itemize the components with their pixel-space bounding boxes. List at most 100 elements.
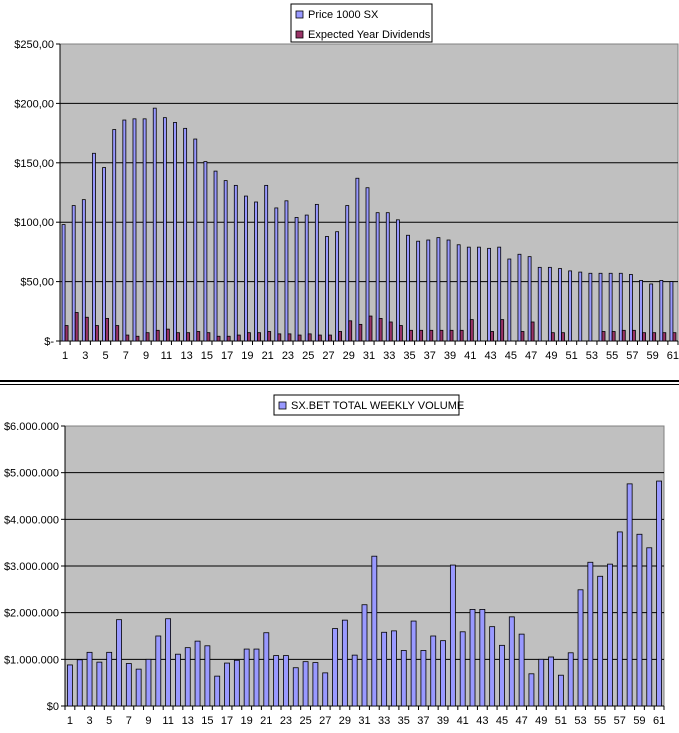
bar-sx-bet-total-weekly-volume-56 (607, 563, 613, 707)
bar-expected-year-dividends-26 (317, 334, 322, 342)
price-dividends-chart: $-$50,00$100,00$150,00$200,00$250,001 3 5 7… (14, 3, 679, 362)
bar-price-1000-sx-51 (568, 270, 573, 342)
bar-sx-bet-total-weekly-volume-51 (557, 674, 564, 707)
y-tick-label: $6.000.000 (4, 421, 59, 433)
bar-sx-bet-total-weekly-volume-33 (381, 631, 388, 707)
y-tick-label: $0 (47, 701, 59, 713)
bar-expected-year-dividends-58 (642, 332, 646, 342)
bar-expected-year-dividends-33 (388, 321, 393, 342)
bar-expected-year-dividends-37 (429, 329, 434, 342)
x-tick-label: 49 (535, 715, 547, 727)
x-tick-label: 55 (606, 350, 618, 362)
bar-expected-year-dividends-35 (409, 329, 413, 342)
x-tick-label: 45 (496, 715, 508, 727)
bar-price-1000-sx-45 (507, 258, 512, 342)
bar-expected-year-dividends-40 (459, 329, 464, 342)
bar-expected-year-dividends-59 (652, 332, 657, 342)
bar-sx-bet-total-weekly-volume-9 (145, 658, 152, 707)
bar-sx-bet-total-weekly-volume-49 (538, 658, 545, 707)
bar-sx-bet-total-weekly-volume-15 (204, 645, 211, 707)
bar-expected-year-dividends-12 (176, 332, 180, 342)
chart-divider (0, 384, 679, 385)
bar-sx-bet-total-weekly-volume-59 (636, 533, 643, 707)
bar-price-1000-sx-47 (527, 256, 532, 342)
bar-price-1000-sx-33 (385, 212, 390, 342)
bar-sx-bet-total-weekly-volume-41 (459, 631, 466, 707)
bar-sx-bet-total-weekly-volume-53 (577, 589, 584, 707)
x-tick-label: 61 (667, 350, 679, 362)
bar-price-1000-sx-49 (547, 266, 552, 342)
bar-sx-bet-total-weekly-volume-8 (135, 668, 142, 707)
x-tick-label: 5 (106, 715, 112, 727)
y-tick-label: $- (44, 336, 54, 348)
bar-sx-bet-total-weekly-volume-39 (440, 640, 446, 707)
bar-price-1000-sx-6 (112, 129, 117, 342)
bar-price-1000-sx-8 (132, 118, 137, 342)
bar-sx-bet-total-weekly-volume-18 (233, 659, 240, 707)
bar-sx-bet-total-weekly-volume-57 (616, 531, 623, 707)
bar-sx-bet-total-weekly-volume-24 (292, 667, 299, 707)
legend: Price 1000 SX Expected Year Dividends (290, 3, 433, 43)
bar-sx-bet-total-weekly-volume-28 (332, 628, 338, 707)
bar-price-1000-sx-2 (71, 205, 76, 342)
bar-expected-year-dividends-20 (257, 332, 261, 342)
bar-expected-year-dividends-16 (216, 335, 221, 342)
bar-price-1000-sx-13 (183, 127, 188, 342)
y-tick-label: $100,00 (14, 217, 54, 229)
bar-sx-bet-total-weekly-volume-12 (175, 653, 181, 707)
bar-price-1000-sx-35 (406, 234, 410, 342)
bar-sx-bet-total-weekly-volume-29 (341, 619, 348, 707)
legend-label: SX.BET TOTAL WEEKLY VOLUME (291, 400, 464, 412)
legend-swatch (278, 401, 287, 410)
bar-expected-year-dividends-9 (145, 332, 150, 342)
bar-expected-year-dividends-54 (601, 331, 606, 342)
bar-sx-bet-total-weekly-volume-45 (499, 644, 505, 707)
bar-expected-year-dividends-43 (490, 331, 494, 342)
y-tick-label: $2.000.000 (4, 608, 59, 620)
bar-price-1000-sx-44 (497, 246, 502, 342)
bar-sx-bet-total-weekly-volume-27 (322, 672, 329, 707)
bar-sx-bet-total-weekly-volume-32 (371, 555, 378, 707)
bar-expected-year-dividends-61 (672, 332, 677, 342)
x-tick-label: 41 (464, 350, 476, 362)
bar-price-1000-sx-14 (193, 138, 198, 342)
bar-sx-bet-total-weekly-volume-16 (214, 675, 221, 707)
bar-price-1000-sx-15 (203, 161, 208, 342)
bar-price-1000-sx-9 (142, 118, 147, 342)
bar-expected-year-dividends-39 (449, 329, 454, 342)
bar-expected-year-dividends-34 (398, 325, 403, 342)
bar-sx-bet-total-weekly-volume-20 (253, 648, 260, 707)
x-tick-label: 1 (62, 350, 68, 362)
bar-price-1000-sx-34 (395, 219, 400, 342)
bar-sx-bet-total-weekly-volume-48 (528, 673, 535, 707)
bar-price-1000-sx-21 (264, 184, 269, 342)
x-tick-label: 7 (123, 350, 129, 362)
x-tick-label: 43 (484, 350, 496, 362)
bar-sx-bet-total-weekly-volume-44 (489, 626, 496, 707)
bar-price-1000-sx-43 (487, 247, 491, 342)
bar-sx-bet-total-weekly-volume-35 (400, 650, 407, 707)
bar-price-1000-sx-38 (436, 237, 441, 342)
x-tick-label: 1 (67, 715, 73, 727)
bar-sx-bet-total-weekly-volume-34 (391, 630, 397, 707)
bar-price-1000-sx-7 (122, 119, 127, 342)
x-tick-label: 37 (424, 350, 436, 362)
bar-price-1000-sx-11 (162, 117, 167, 342)
x-tick-label: 47 (515, 715, 527, 727)
x-tick-label: 17 (221, 715, 233, 727)
bar-sx-bet-total-weekly-volume-5 (106, 651, 113, 707)
bar-expected-year-dividends-23 (287, 333, 292, 342)
x-tick-label: 57 (614, 715, 626, 727)
bar-price-1000-sx-37 (426, 239, 431, 342)
bar-expected-year-dividends-44 (500, 319, 505, 342)
bar-expected-year-dividends-56 (621, 329, 626, 342)
x-tick-label: 39 (444, 350, 456, 362)
bar-expected-year-dividends-47 (530, 321, 535, 342)
bar-expected-year-dividends-5 (105, 318, 109, 342)
bar-sx-bet-total-weekly-volume-14 (194, 640, 201, 707)
bar-price-1000-sx-4 (92, 152, 96, 342)
x-tick-label: 51 (565, 350, 577, 362)
bar-expected-year-dividends-24 (297, 334, 302, 342)
legend-label: Expected Year Dividends (308, 29, 431, 41)
bar-expected-year-dividends-46 (520, 331, 525, 342)
